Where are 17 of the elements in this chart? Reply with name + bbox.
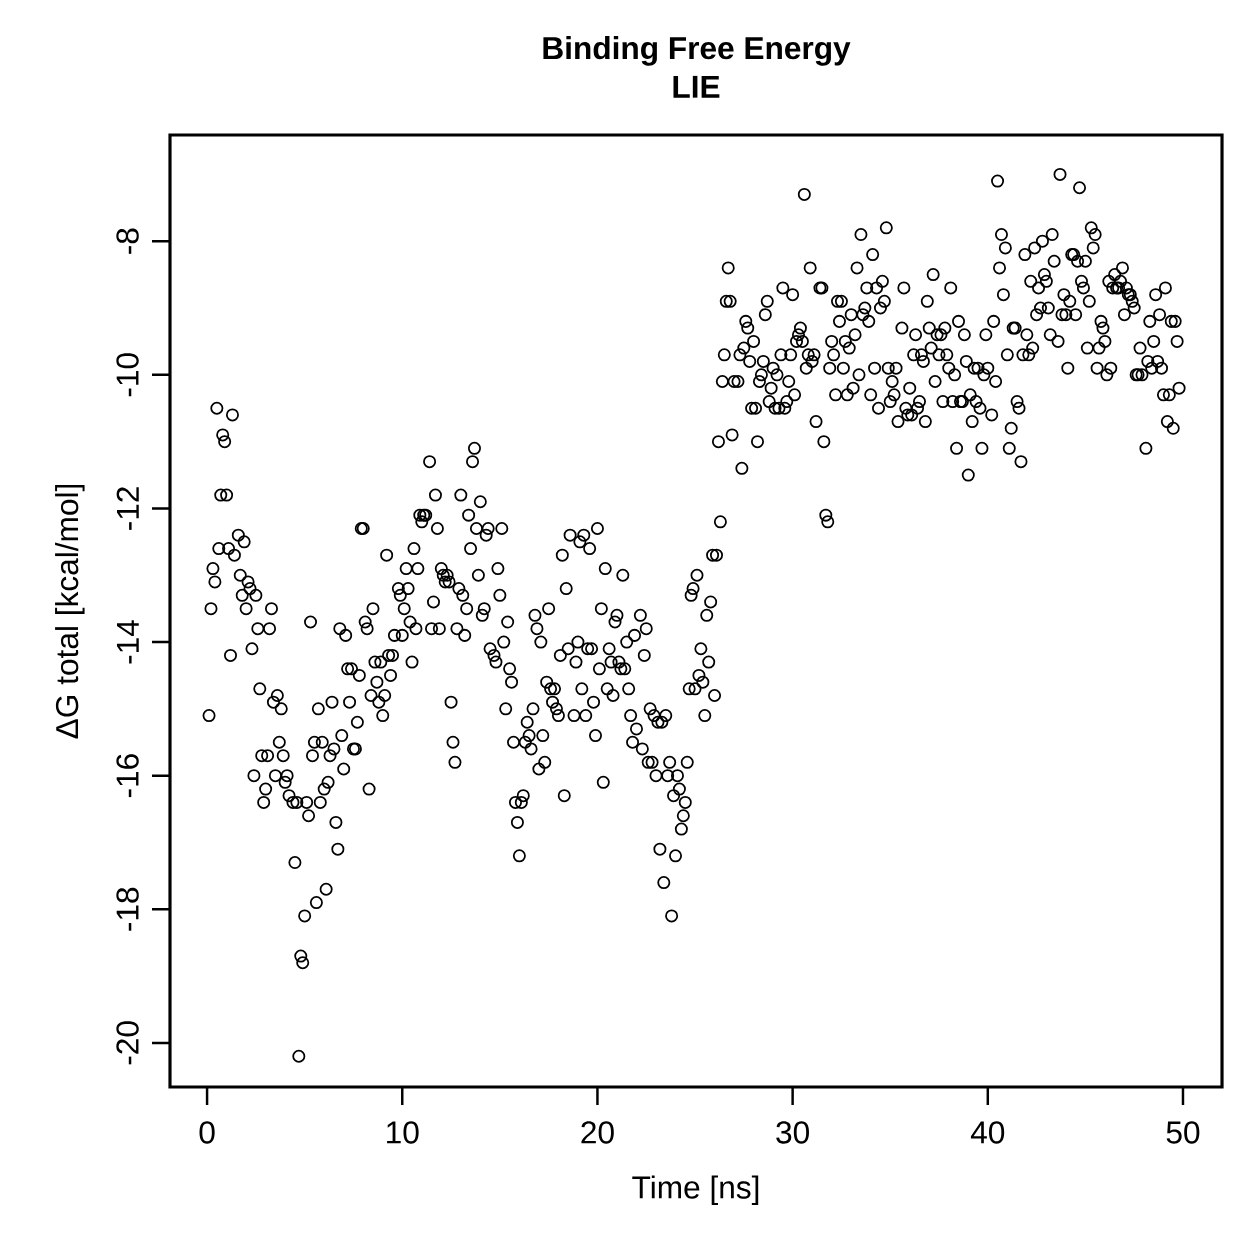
x-tick-label: 30 bbox=[776, 1121, 809, 1144]
chart-title: Binding Free Energy bbox=[543, 36, 851, 66]
x-tick-label: 40 bbox=[970, 1121, 1005, 1144]
x-tick-label: 50 bbox=[1166, 1121, 1200, 1144]
x-tick-label: 10 bbox=[387, 1121, 419, 1144]
x-axis-title: Time [ns] bbox=[632, 1175, 759, 1205]
y-tick-label: -18 bbox=[116, 887, 139, 931]
chart-subtitle: LIE bbox=[673, 75, 720, 98]
y-axis-title: ΔG total [kcal/mol] bbox=[55, 484, 85, 739]
y-tick-label: -16 bbox=[116, 754, 139, 798]
y-tick-label: -14 bbox=[116, 620, 139, 664]
y-tick-label: -12 bbox=[116, 487, 139, 530]
y-tick-label: -8 bbox=[116, 228, 139, 254]
y-tick-label: -10 bbox=[116, 353, 139, 397]
x-tick-label: 20 bbox=[581, 1121, 614, 1144]
x-tick-label: 0 bbox=[199, 1121, 215, 1144]
y-tick-label: -20 bbox=[116, 1021, 139, 1065]
